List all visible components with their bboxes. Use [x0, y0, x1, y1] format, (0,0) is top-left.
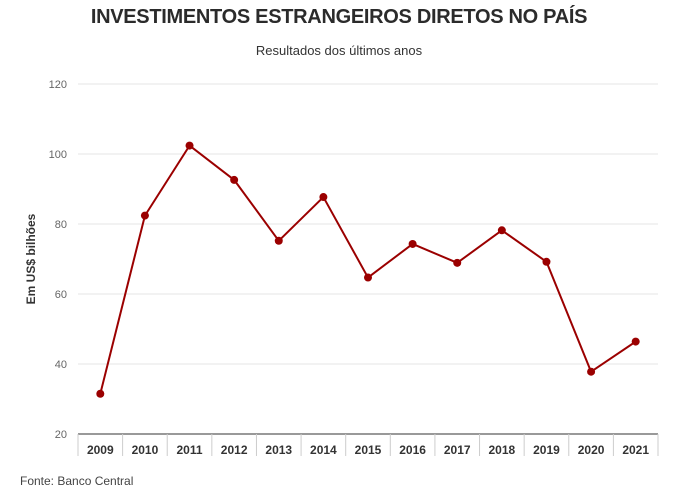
series-line — [99, 144, 637, 394]
x-tick-label: 2020 — [578, 443, 605, 457]
y-tick-label: 60 — [55, 289, 67, 301]
y-axis-label: Em US$ bilhões — [24, 213, 38, 304]
data-point[interactable] — [497, 226, 506, 235]
data-point[interactable] — [453, 258, 462, 267]
chart-title: INVESTIMENTOS ESTRANGEIROS DIRETOS NO PA… — [90, 6, 588, 28]
x-tick-label: 2009 — [87, 443, 114, 457]
data-point[interactable] — [185, 141, 194, 150]
x-tick-label: 2021 — [622, 443, 649, 457]
source-note: Fonte: Banco Central — [20, 474, 134, 488]
x-tick-label: 2015 — [355, 443, 382, 457]
x-axis: 2009 2010 2011 2012 2013 2014 2015 2016 2017 2018… — [77, 433, 659, 457]
y-tick-label: 40 — [55, 359, 67, 371]
x-tick-label: 2019 — [533, 443, 560, 457]
data-point[interactable] — [319, 193, 328, 202]
x-tick-label: 2010 — [132, 443, 159, 457]
data-point[interactable] — [140, 211, 149, 220]
data-point[interactable] — [230, 175, 239, 184]
x-tick-label: 2014 — [310, 443, 337, 457]
data-point[interactable] — [587, 367, 596, 376]
data-point[interactable] — [96, 389, 105, 398]
x-tick-label: 2017 — [444, 443, 471, 457]
data-point[interactable] — [631, 337, 640, 346]
chart-subtitle: Resultados dos últimos anos — [255, 43, 423, 58]
y-axis-ticks: 120 100 80 60 40 20 — [49, 79, 67, 441]
data-point[interactable] — [408, 239, 417, 248]
gridlines — [78, 83, 658, 365]
x-tick-label: 2018 — [488, 443, 515, 457]
data-point[interactable] — [364, 273, 372, 282]
y-tick-label: 100 — [49, 149, 67, 161]
data-point[interactable] — [542, 257, 551, 266]
x-tick-label: 2013 — [265, 443, 292, 457]
y-tick-label: 120 — [49, 79, 67, 91]
y-tick-label: 80 — [55, 219, 67, 231]
series-line-group — [96, 141, 640, 398]
data-point[interactable] — [274, 236, 283, 245]
y-tick-label: 20 — [55, 429, 67, 441]
x-tick-label: 2012 — [221, 443, 248, 457]
x-tick-label: 2016 — [399, 443, 426, 457]
x-tick-label: 2011 — [177, 443, 203, 457]
